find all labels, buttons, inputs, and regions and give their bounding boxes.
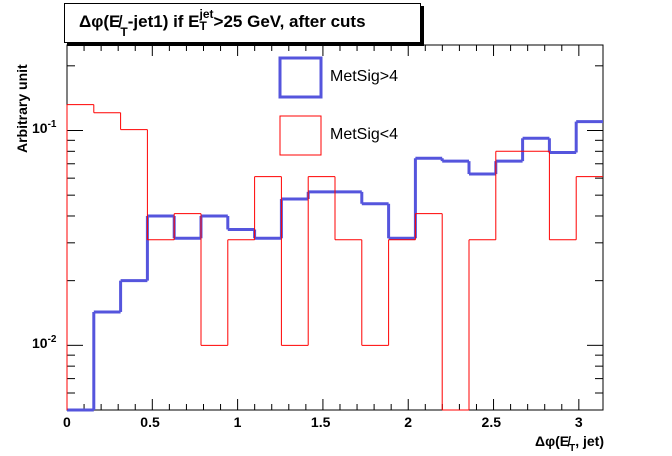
x-tick-label: 1 [233,414,242,430]
y-tick-label: 10-1 [32,119,57,137]
title-script-stack: jet T [199,6,214,33]
x-tick-label: 0.5 [140,414,160,430]
x-axis-label: Δφ(E̸T, jet) [535,433,604,454]
x-tick-label: 2.5 [481,414,501,430]
x-tick-label: 3 [574,414,583,430]
legend-swatch [279,115,322,156]
x-tick-label: 0 [63,414,71,430]
legend-entry: MetSig>4 [330,68,399,85]
legend-entry: MetSig<4 [330,126,399,143]
y-axis-label: Arbitrary unit [14,64,30,153]
legend-swatch [278,56,323,99]
x-tick-label: 2 [404,414,413,430]
x-tick-label: 1.5 [310,414,331,430]
y-tick-label: 10-2 [32,334,57,352]
